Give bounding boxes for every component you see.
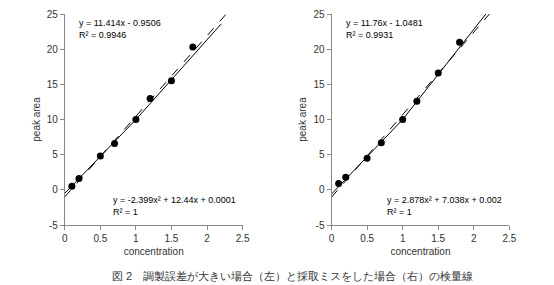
svg-text:0: 0 xyxy=(319,184,325,195)
svg-text:1: 1 xyxy=(400,233,406,244)
svg-text:15: 15 xyxy=(47,79,59,90)
svg-text:y = -2.399x² + 12.44x + 0.0001: y = -2.399x² + 12.44x + 0.0001R² = 1 xyxy=(113,195,236,217)
svg-text:2: 2 xyxy=(471,233,477,244)
svg-text:concentration: concentration xyxy=(124,246,184,257)
svg-text:0.5: 0.5 xyxy=(360,233,374,244)
svg-text:5: 5 xyxy=(52,149,58,160)
svg-text:0: 0 xyxy=(329,233,335,244)
svg-text:1.5: 1.5 xyxy=(431,233,445,244)
svg-text:25: 25 xyxy=(313,9,325,20)
svg-text:-5: -5 xyxy=(49,220,58,231)
svg-text:20: 20 xyxy=(313,44,325,55)
svg-text:2: 2 xyxy=(204,233,210,244)
svg-text:10: 10 xyxy=(313,114,325,125)
svg-text:5: 5 xyxy=(319,149,325,160)
svg-text:図 2 調製誤差が大きい場合（左）と採取ミスをした場合（右）: 図 2 調製誤差が大きい場合（左）と採取ミスをした場合（右）の検量線 xyxy=(112,270,473,282)
svg-text:y = 2.878x² + 7.038x + 0.002R²: y = 2.878x² + 7.038x + 0.002R² = 1 xyxy=(387,195,502,217)
svg-text:-5: -5 xyxy=(316,220,325,231)
svg-text:2.5: 2.5 xyxy=(502,233,516,244)
svg-text:peak area: peak area xyxy=(31,97,42,142)
svg-text:y = 11.76x - 1.0481R² = 0.9931: y = 11.76x - 1.0481R² = 0.9931 xyxy=(346,18,423,40)
svg-text:0.5: 0.5 xyxy=(93,233,107,244)
svg-text:concentration: concentration xyxy=(390,246,450,257)
svg-text:2.5: 2.5 xyxy=(236,233,250,244)
svg-text:0: 0 xyxy=(62,233,68,244)
svg-text:1: 1 xyxy=(133,233,139,244)
svg-text:15: 15 xyxy=(313,79,325,90)
svg-text:25: 25 xyxy=(47,9,59,20)
svg-text:20: 20 xyxy=(47,44,59,55)
svg-text:1.5: 1.5 xyxy=(165,233,179,244)
svg-text:10: 10 xyxy=(47,114,59,125)
svg-text:0: 0 xyxy=(52,184,58,195)
svg-text:y = 11.414x - 0.9506R² = 0.994: y = 11.414x - 0.9506R² = 0.9946 xyxy=(79,18,161,40)
svg-text:peak area: peak area xyxy=(297,97,308,142)
